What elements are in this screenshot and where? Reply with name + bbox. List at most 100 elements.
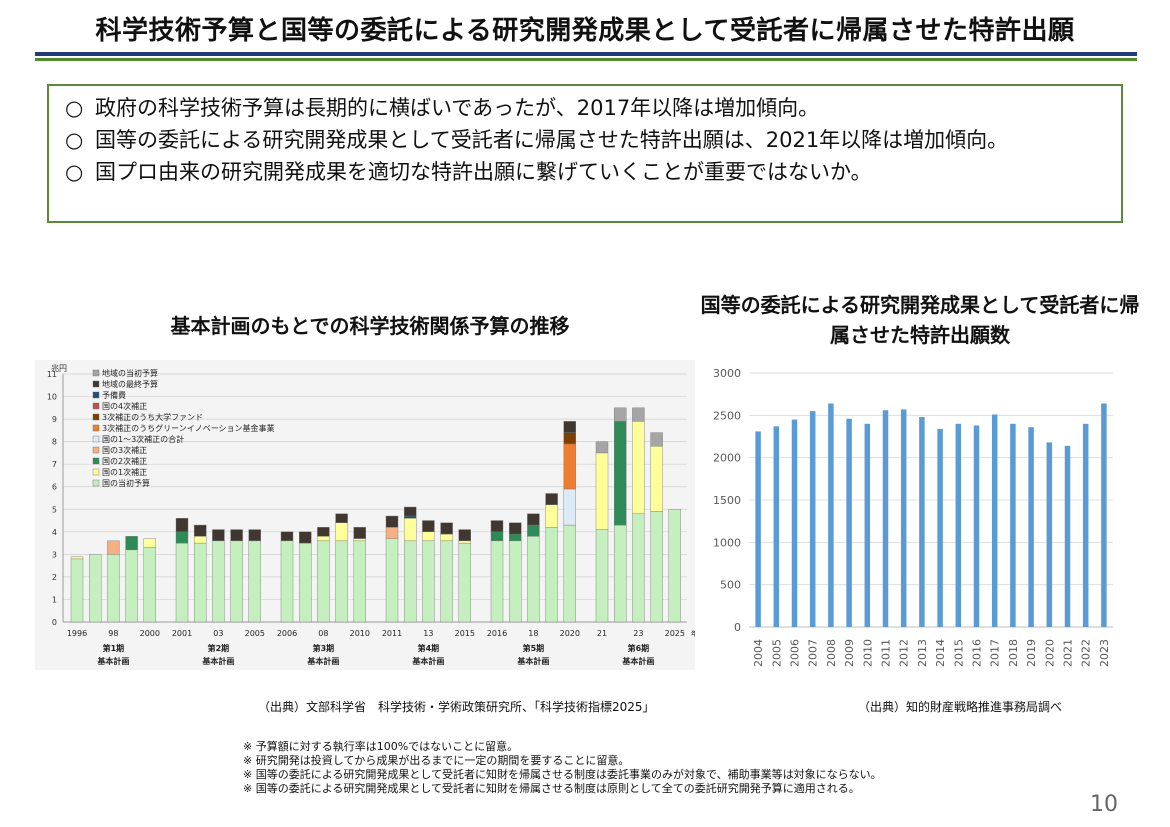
y-tick-label: 2 <box>52 573 57 582</box>
bar-segment <box>545 527 558 623</box>
bar <box>809 411 816 627</box>
bar-segment <box>335 540 348 623</box>
bar-segment <box>353 540 366 623</box>
legend-swatch <box>92 457 100 465</box>
x-tick-label: 2004 <box>752 639 765 667</box>
legend-swatch <box>92 413 100 421</box>
x-tick-label: 2000 <box>140 629 160 638</box>
bar-segment <box>527 536 540 623</box>
summary-bullet: ○ 国プロ由来の研究開発成果を適切な特許出願に繋げていくことが重要ではないか。 <box>65 156 1107 188</box>
y-tick-label: 2500 <box>713 409 741 422</box>
x-axis-suffix-label: 年度 <box>691 629 695 638</box>
bar-segment <box>299 531 312 544</box>
bar-segment <box>385 515 399 528</box>
bullet-circle-icon: ○ <box>65 160 84 184</box>
summary-bullet: ○ 国等の委託による研究開発成果として受託者に帰属させた特許出願は、2021年以… <box>65 124 1107 156</box>
y-tick-label: 5 <box>52 505 57 514</box>
bar <box>1082 423 1089 627</box>
legend-swatch <box>92 424 100 432</box>
bar-segment <box>248 529 262 542</box>
x-tick-label: 2010 <box>350 629 370 638</box>
patent-bar-chart: 0 500 1000 1500 2000 2500 3000 2004 2005 2006 2007… <box>713 367 1113 667</box>
bar-segment <box>563 443 576 490</box>
legend-label: 国の3次補正 <box>102 445 147 455</box>
bar-segment <box>563 488 576 526</box>
bar-segment <box>650 445 663 512</box>
bar-segment <box>230 529 243 542</box>
x-tick-label: 18 <box>528 629 538 638</box>
bar-segment <box>422 540 435 623</box>
bar-segment <box>422 531 435 542</box>
patent-chart-panel: 0 500 1000 1500 2000 2500 3000 2004 2005 2006 2007… <box>703 360 1123 680</box>
x-tick-label: 21 <box>597 629 607 638</box>
x-tick-label: 2013 <box>916 639 929 667</box>
x-tick-label: 2011 <box>880 639 893 667</box>
bar-segment <box>193 542 207 623</box>
bar-segment <box>385 527 399 539</box>
bar <box>864 423 871 627</box>
summary-text: 政府の科学技術予算は長期的に横ばいであったが、2017年以降は増加傾向。 <box>95 96 820 120</box>
bar-segment <box>632 513 645 623</box>
bar-segment <box>175 518 189 533</box>
x-tick-label: 2023 <box>1098 639 1111 667</box>
bar-segment <box>595 452 609 530</box>
x-tick-label: 2007 <box>807 639 820 667</box>
bar-segment <box>490 531 504 542</box>
legend-label: 3次補正のうち大学ファンド <box>102 412 203 422</box>
bar-segment <box>614 407 627 422</box>
bar-segment <box>440 540 453 623</box>
bar-segment <box>490 520 504 533</box>
plan-period-sublabel: 基本計画 <box>411 656 444 666</box>
x-tick-label: 2010 <box>861 639 874 667</box>
legend-label: 国の4次補正 <box>102 401 147 411</box>
x-tick-label: 2019 <box>1025 639 1038 667</box>
bar <box>773 426 780 627</box>
bar-segment <box>650 432 663 447</box>
bar <box>937 428 943 627</box>
bar-segment <box>193 524 207 537</box>
x-tick-label: 13 <box>423 629 433 638</box>
y-tick-label: 2000 <box>713 452 741 465</box>
y-tick-label: 0 <box>734 621 741 634</box>
legend-label: 3次補正のうちグリーンイノベーション基金事業 <box>102 423 275 433</box>
page-title: 科学技術予算と国等の委託による研究開発成果として受託者に帰属させた特許出願 <box>95 16 1075 46</box>
page-number: 10 <box>1090 792 1118 817</box>
summary-text: 国プロ由来の研究開発成果を適切な特許出願に繋げていくことが重要ではないか。 <box>95 160 872 184</box>
bar-segment <box>650 511 663 623</box>
footnote: ※ 国等の委託による研究開発成果として受託者に知財を帰属させる制度は原則として全… <box>243 782 860 795</box>
x-tick-label: 08 <box>318 629 328 638</box>
bar-segment <box>404 506 417 517</box>
bar <box>919 417 925 627</box>
bar-segment <box>230 540 243 623</box>
budget-chart-title: 基本計画のもとでの科学技術関係予算の推移 <box>170 314 570 338</box>
bar-segment <box>440 533 453 542</box>
budget-chart-source: （出典）文部科学省 科学技術・学術政策研究所、「科学技術指標2025」 <box>258 700 655 714</box>
y-axis-unit-label: 兆円 <box>51 363 67 373</box>
legend-swatch <box>92 391 100 399</box>
plan-period-label: 第4期 <box>418 643 440 653</box>
legend-swatch <box>92 479 100 487</box>
bar-segment <box>335 522 348 542</box>
bar <box>1028 427 1034 627</box>
plan-period-label: 第1期 <box>103 643 125 653</box>
bar-segment <box>422 520 435 533</box>
legend-label: 予備費 <box>102 390 126 400</box>
plan-period-label: 第5期 <box>523 643 545 653</box>
plan-period-label: 第2期 <box>208 643 230 653</box>
bar-segment <box>143 547 157 623</box>
x-tick-label: 23 <box>633 629 643 638</box>
bar <box>955 423 962 627</box>
bar-segment <box>563 421 576 433</box>
title-underline-blue <box>35 52 1137 56</box>
bar-segment <box>404 540 417 623</box>
summary-bullet: ○ 政府の科学技術予算は長期的に横ばいであったが、2017年以降は増加傾向。 <box>65 92 1107 124</box>
bar-segment <box>545 504 558 528</box>
legend-swatch <box>92 380 100 388</box>
x-tick-label: 2001 <box>172 629 192 638</box>
bar-segment <box>614 421 627 526</box>
bar-segment <box>509 533 522 542</box>
y-tick-label: 11 <box>47 370 57 379</box>
bar-segment <box>440 522 453 535</box>
footnote: ※ 国等の委託による研究開発成果として受託者に知財を帰属させる制度は委託事業のみ… <box>243 768 882 781</box>
